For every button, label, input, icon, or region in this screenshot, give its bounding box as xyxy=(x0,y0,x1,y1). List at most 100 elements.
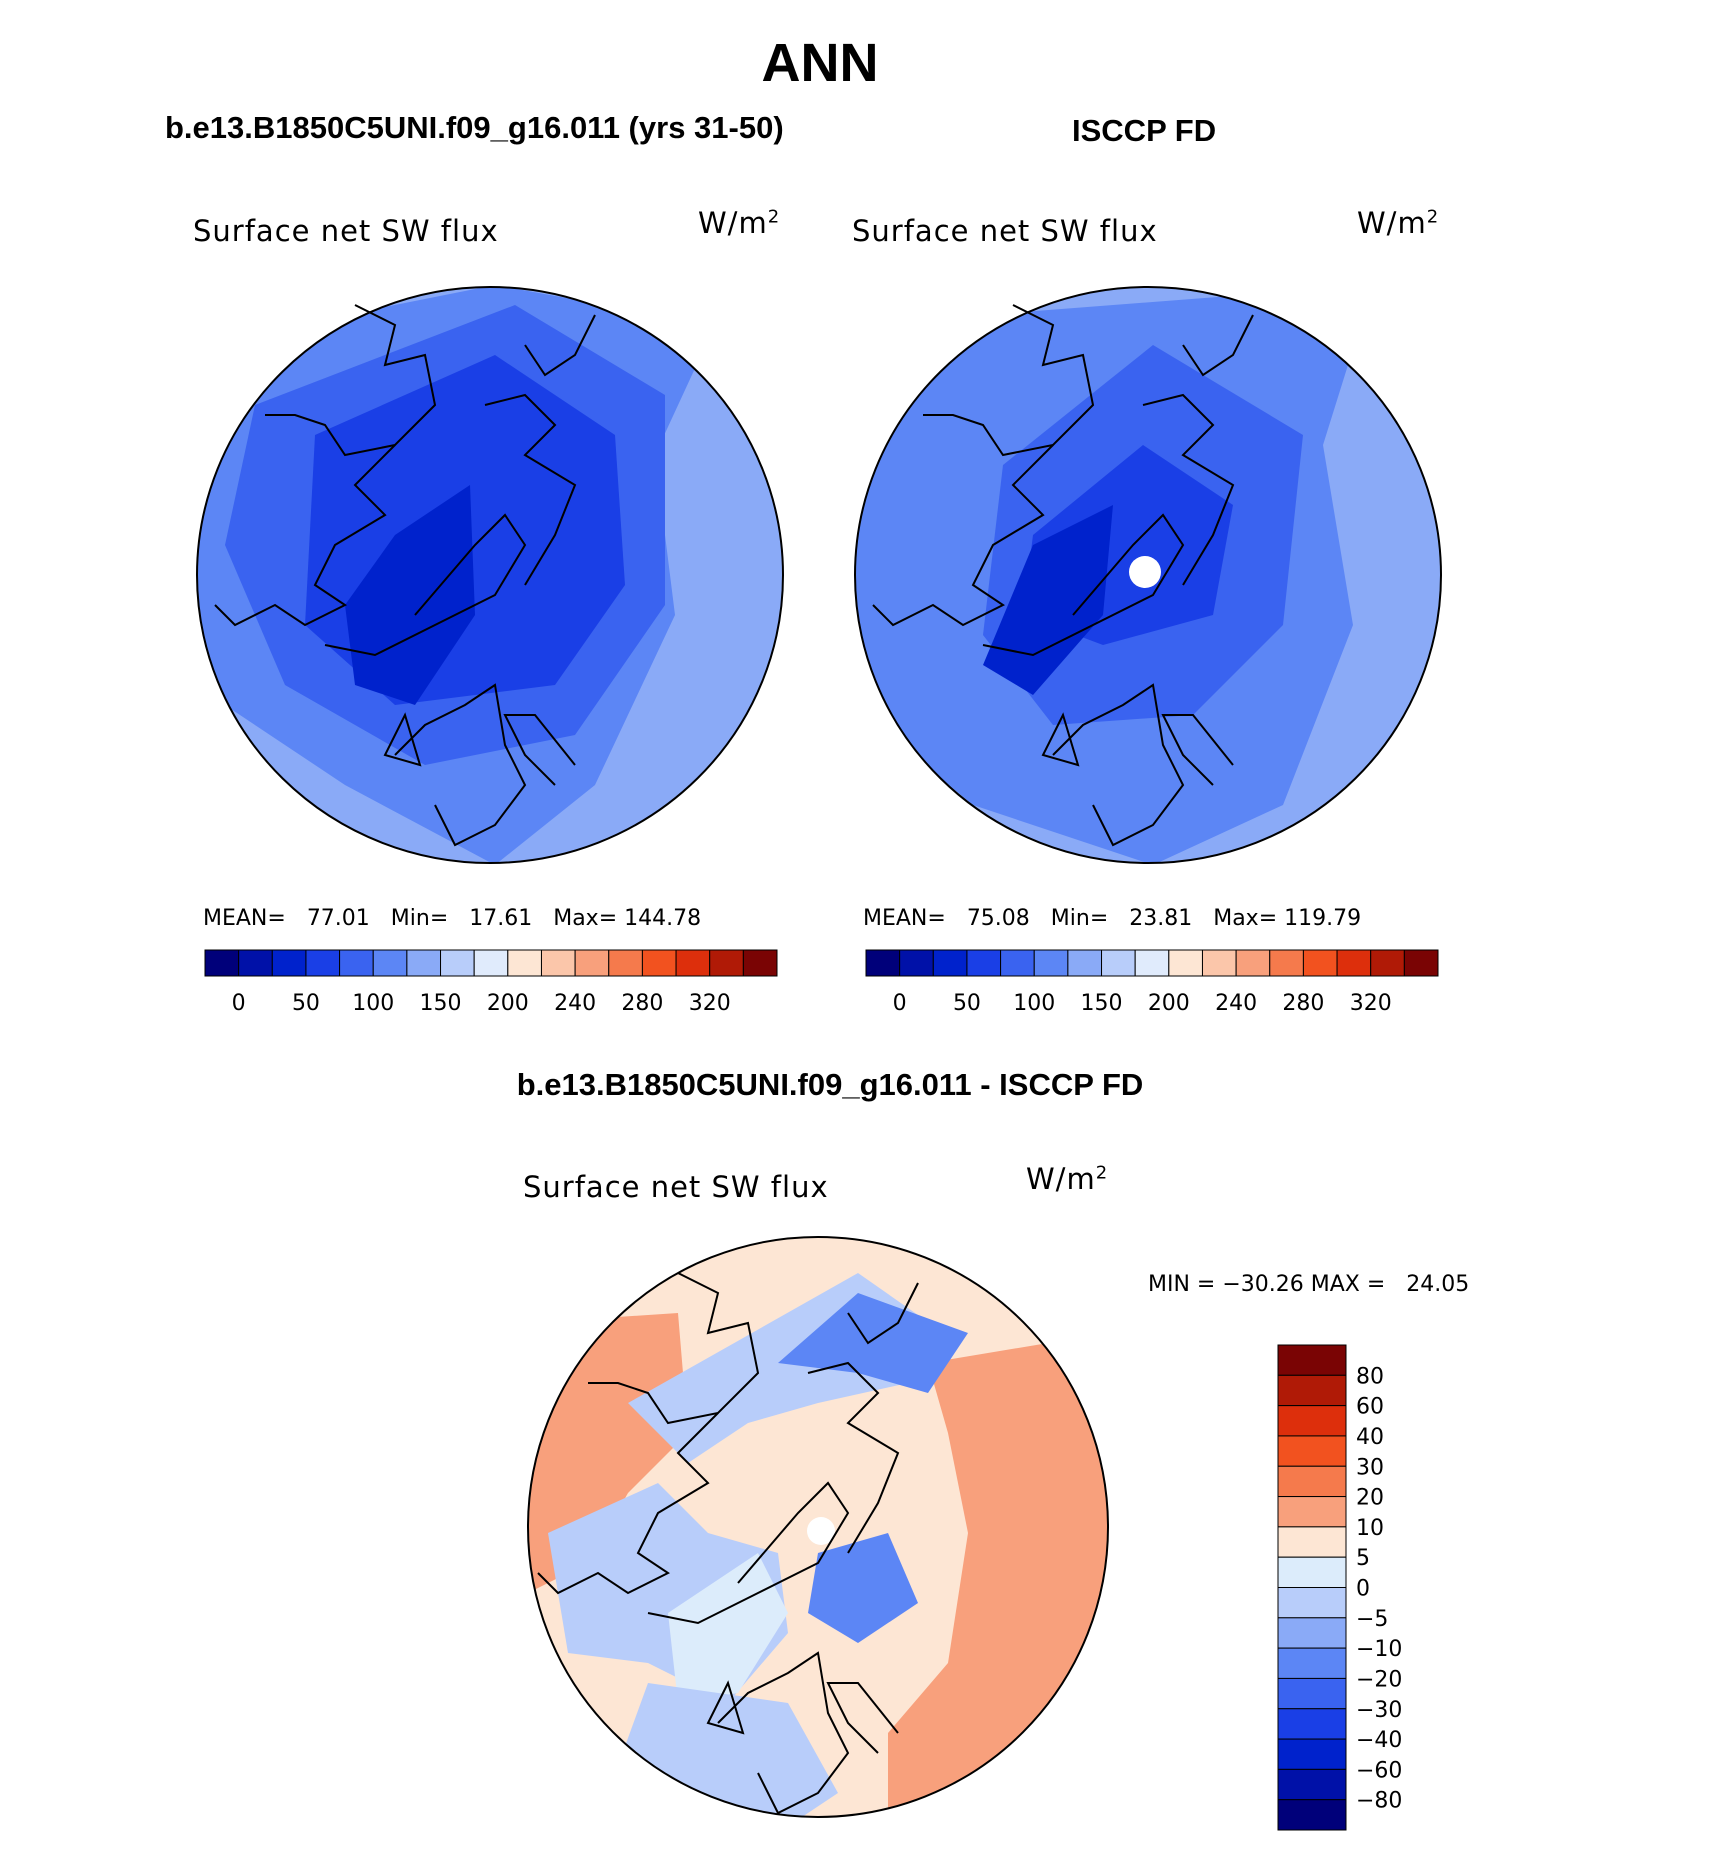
colorbar-tick-label: 320 xyxy=(1350,991,1392,1016)
colorbar-tick-label: 280 xyxy=(1282,991,1324,1016)
right-map-frame xyxy=(854,286,1442,864)
colorbar-swatch xyxy=(204,949,240,977)
diff-variable-label: Surface net SW flux xyxy=(523,1170,829,1204)
diff-map-blue-barents xyxy=(808,1533,918,1643)
colorbar-tick-label: 200 xyxy=(487,991,529,1016)
diff-colorbar-swatch xyxy=(1277,1374,1347,1407)
diff-units-label: W/m2 xyxy=(1026,1162,1109,1196)
colorbar-swatch xyxy=(932,949,968,977)
colorbar-swatch xyxy=(1302,949,1338,977)
right-variable-label: Surface net SW flux xyxy=(852,214,1158,248)
right-max-value: 119.79 xyxy=(1284,906,1362,931)
colorbar-swatch xyxy=(1269,949,1304,977)
left-mean-value: 77.01 xyxy=(306,906,370,931)
right-units-label: W/m2 xyxy=(1357,206,1440,240)
diff-colorbar-tick-label: 5 xyxy=(1356,1546,1370,1571)
diff-colorbar-swatch xyxy=(1277,1405,1347,1437)
diff-colorbar-swatch xyxy=(1277,1677,1347,1710)
diff-colorbar-swatch xyxy=(1277,1344,1347,1376)
colorbar-swatch xyxy=(966,949,1002,977)
colorbar-tick-label: 0 xyxy=(232,991,246,1016)
right-units-exponent: 2 xyxy=(1426,206,1440,228)
right-min-label: Min= xyxy=(1050,906,1109,931)
diff-colorbar-tick-label: −60 xyxy=(1356,1758,1402,1783)
diff-colorbar-tick-label: 20 xyxy=(1356,1486,1384,1511)
left-mean-label: MEAN= xyxy=(203,906,286,931)
diff-colorbar-swatch xyxy=(1277,1496,1347,1528)
right-map-coastlines xyxy=(872,304,1254,847)
diff-colorbar-swatch xyxy=(1277,1587,1347,1619)
colorbar-tick-label: 200 xyxy=(1148,991,1190,1016)
diff-colorbar-tick-label: −30 xyxy=(1356,1698,1402,1723)
colorbar-swatch xyxy=(899,949,934,977)
right-mean-value: 75.08 xyxy=(966,906,1030,931)
colorbar-swatch xyxy=(305,949,341,977)
colorbar-swatch xyxy=(1201,949,1237,977)
left-units-label: W/m2 xyxy=(698,206,781,240)
colorbar-swatch xyxy=(473,949,509,977)
colorbar-tick-label: 320 xyxy=(689,991,731,1016)
left-map-frame xyxy=(196,286,784,864)
right-min-value: 23.81 xyxy=(1129,906,1193,931)
diff-panel-title: b.e13.B1850C5UNI.f09_g16.011 - ISCCP FD xyxy=(516,1067,1144,1102)
diff-colorbar-tick-label: −80 xyxy=(1356,1789,1402,1814)
diff-colorbar-swatch xyxy=(1277,1799,1347,1831)
colorbar-swatch xyxy=(1134,949,1170,977)
left-min-label: Min= xyxy=(390,906,449,931)
right-stats: MEAN= 75.08 Min= 23.81 Max= 119.79 xyxy=(863,906,1361,931)
colorbar-tick-label: 240 xyxy=(554,991,596,1016)
diff-colorbar-tick-label: −10 xyxy=(1356,1637,1402,1662)
right-mean-label: MEAN= xyxy=(863,906,946,931)
colorbar-swatch xyxy=(1101,949,1136,977)
diff-colorbar: 80 60 40 30 20 10 5 0 −5 −10 −20 −30 −40 −60 −80 xyxy=(1277,1344,1402,1831)
colorbar-swatch xyxy=(742,949,778,977)
colorbar-tick-label: 150 xyxy=(1081,991,1123,1016)
diff-colorbar-tick-label: −40 xyxy=(1356,1728,1402,1753)
colorbar-swatch xyxy=(540,949,576,977)
right-max-label: Max= xyxy=(1213,906,1278,931)
diff-colorbar-swatch xyxy=(1277,1617,1347,1649)
right-colorbar: 0 50 100 150 200 240 280 320 xyxy=(865,949,1439,1016)
colorbar-swatch xyxy=(1370,949,1405,977)
colorbar-swatch xyxy=(574,949,610,977)
colorbar-swatch xyxy=(1067,949,1103,977)
diff-colorbar-swatch xyxy=(1277,1556,1347,1588)
colorbar-swatch xyxy=(507,949,542,977)
colorbar-tick-label: 280 xyxy=(621,991,663,1016)
diff-colorbar-swatch xyxy=(1277,1526,1347,1558)
colorbar-swatch xyxy=(440,949,475,977)
diff-polar-map xyxy=(527,1236,1109,1818)
colorbar-swatch xyxy=(372,949,408,977)
right-map-greenland-field xyxy=(983,505,1113,695)
colorbar-tick-label: 150 xyxy=(420,991,462,1016)
colorbar-swatch xyxy=(271,949,307,977)
diff-colorbar-tick-label: 30 xyxy=(1356,1455,1384,1480)
diff-map-coastlines xyxy=(537,1272,919,1815)
colorbar-swatch xyxy=(608,949,643,977)
diff-colorbar-tick-label: 10 xyxy=(1356,1516,1384,1541)
colorbar-swatch xyxy=(641,949,677,977)
left-stats: MEAN= 77.01 Min= 17.61 Max= 144.78 xyxy=(203,906,701,931)
diff-colorbar-swatch xyxy=(1277,1435,1347,1467)
right-panel-title: ISCCP FD xyxy=(1072,113,1217,148)
left-polar-map xyxy=(196,286,784,864)
left-colorbar: 0 50 100 150 200 240 280 320 xyxy=(204,949,778,1016)
left-units-exponent: 2 xyxy=(767,206,781,228)
diff-colorbar-tick-label: 80 xyxy=(1356,1364,1384,1389)
colorbar-swatch xyxy=(675,949,711,977)
colorbar-swatch xyxy=(1235,949,1271,977)
diff-colorbar-swatch xyxy=(1277,1465,1347,1498)
colorbar-tick-label: 240 xyxy=(1215,991,1257,1016)
left-min-value: 17.61 xyxy=(469,906,533,931)
diff-colorbar-swatch xyxy=(1277,1738,1347,1770)
diff-map-pole-hole xyxy=(807,1517,835,1545)
colorbar-swatch xyxy=(238,949,273,977)
colorbar-swatch xyxy=(709,949,744,977)
diff-units-exponent: 2 xyxy=(1095,1162,1109,1184)
diff-colorbar-tick-label: 60 xyxy=(1356,1395,1384,1420)
colorbar-swatch xyxy=(1000,949,1035,977)
main-title: ANN xyxy=(761,33,879,93)
colorbar-tick-label: 0 xyxy=(893,991,907,1016)
diff-map-warm-west xyxy=(528,1313,688,1593)
left-panel-title: b.e13.B1850C5UNI.f09_g16.011 (yrs 31-50) xyxy=(165,110,784,145)
